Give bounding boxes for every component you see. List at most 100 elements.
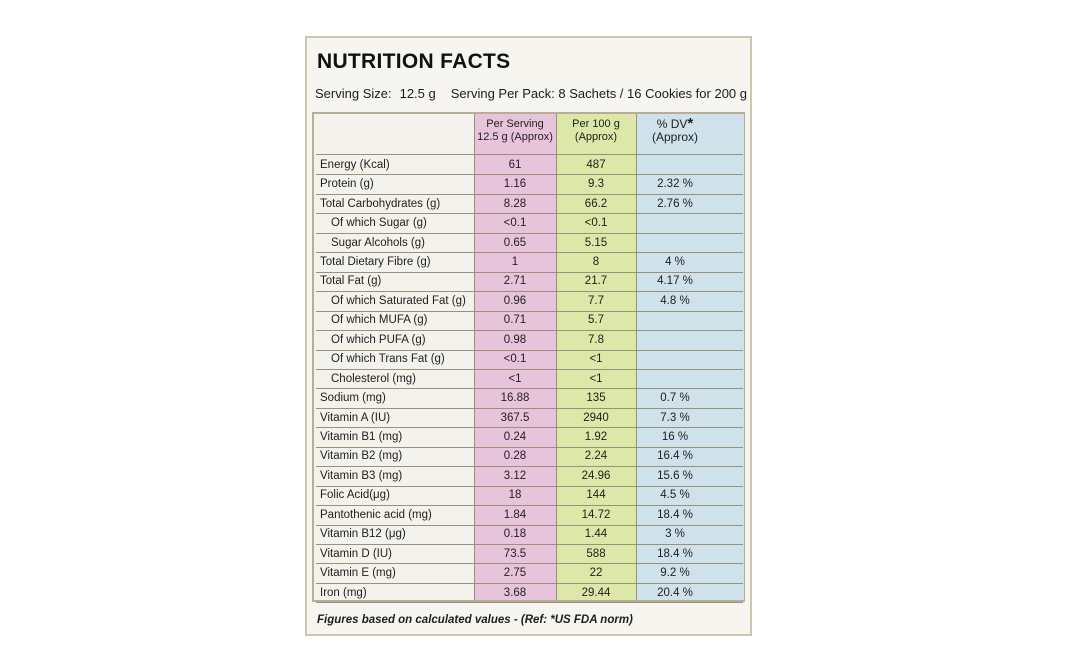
per-100g-value: 22 — [589, 567, 603, 580]
table-row: Vitamin B2 (mg) 0.28 2.24 16.4 % — [314, 447, 743, 466]
row-divider — [316, 427, 743, 429]
footnote: Figures based on calculated values - (Re… — [317, 614, 633, 626]
table-row: Folic Acid(μg) 18 144 4.5 % — [314, 486, 743, 505]
serving-size: Serving Size: 12.5 g — [315, 86, 436, 101]
row-divider — [316, 291, 743, 293]
daily-value — [636, 350, 714, 369]
per-100g-value: 135 — [586, 392, 606, 405]
row-divider — [316, 388, 743, 390]
per-100g-value: 66.2 — [584, 197, 608, 210]
per-serving-header: Per Serving 12.5 g (Approx) — [474, 118, 556, 152]
per-100g-value: <0.1 — [584, 217, 608, 230]
row-divider — [316, 252, 743, 254]
per-100g-value: 588 — [586, 547, 606, 560]
serving-size-value: 12.5 g — [399, 86, 436, 101]
row-divider — [316, 213, 743, 215]
per-100g-column-bg — [556, 114, 636, 600]
row-divider — [316, 524, 743, 526]
daily-value-header: % DV* (Approx) — [636, 116, 714, 152]
table-row: Vitamin D (IU) 73.5 588 18.4 % — [314, 544, 743, 563]
per-100g-value: 24.96 — [581, 469, 611, 482]
per-100g-header-line1: Per 100 g — [572, 118, 620, 130]
per-serving-value: <0.1 — [503, 217, 527, 230]
daily-value: 4.17 % — [657, 275, 693, 288]
per-serving-value: 18 — [508, 489, 522, 502]
nutrient-name: Of which Saturated Fat (g) — [331, 294, 466, 307]
daily-value: 7.3 % — [660, 411, 690, 424]
nutrient-name: Total Dietary Fibre (g) — [320, 255, 431, 268]
column-divider — [474, 114, 475, 600]
nutrient-name: Sugar Alcohols (g) — [331, 236, 425, 249]
per-100g-value: 29.44 — [581, 586, 611, 599]
nutrient-name: Energy (Kcal) — [320, 158, 390, 171]
nutrient-name: Of which Trans Fat (g) — [331, 353, 445, 366]
per-serving-column-bg — [474, 114, 556, 600]
per-serving-value: 0.98 — [503, 333, 527, 346]
row-divider — [316, 349, 743, 351]
daily-value — [636, 311, 714, 330]
label-title: NUTRITION FACTS — [317, 50, 511, 73]
per-serving-header-line1: Per Serving — [486, 118, 544, 130]
row-divider — [316, 330, 743, 332]
table-row: Vitamin B3 (mg) 3.12 24.96 15.6 % — [314, 466, 743, 485]
row-divider — [316, 485, 743, 487]
per-100g-value: 144 — [586, 489, 606, 502]
per-serving-value: 367.5 — [500, 411, 530, 424]
daily-value: 18.4 % — [657, 547, 693, 560]
nutrient-name: Total Carbohydrates (g) — [320, 197, 441, 210]
daily-value — [636, 155, 714, 174]
per-100g-value: 1.44 — [584, 528, 608, 541]
nutrient-name: Vitamin B2 (mg) — [320, 450, 403, 463]
column-divider — [556, 114, 557, 600]
per-serving-value: 0.28 — [503, 450, 527, 463]
per-serving-header-line2: 12.5 g (Approx) — [477, 131, 553, 143]
table-row: Total Dietary Fibre (g) 1 8 4 % — [314, 252, 743, 271]
row-divider — [316, 544, 743, 545]
per-serving-value: <1 — [508, 372, 522, 385]
per-serving-value: 0.18 — [503, 528, 527, 541]
per-100g-value: 21.7 — [584, 275, 608, 288]
daily-value: 4 % — [665, 255, 685, 268]
per-serving-value: 2.71 — [503, 275, 527, 288]
per-100g-value: 5.15 — [584, 236, 608, 249]
daily-value — [636, 369, 714, 388]
table-row: Total Carbohydrates (g) 8.28 66.2 2.76 % — [314, 194, 743, 213]
per-serving-value: 16.88 — [500, 392, 530, 405]
daily-value — [636, 213, 714, 232]
table-row: Vitamin B12 (μg) 0.18 1.44 3 % — [314, 525, 743, 544]
per-100g-value: 5.7 — [588, 314, 604, 327]
per-serving-value: <0.1 — [503, 353, 527, 366]
per-serving-value: 0.24 — [503, 431, 527, 444]
table-row: Protein (g) 1.16 9.3 2.32 % — [314, 174, 743, 193]
per-serving-value: 61 — [508, 158, 522, 171]
daily-value-header-line2: (Approx) — [651, 130, 698, 144]
daily-value: 2.76 % — [657, 197, 693, 210]
table-row: Iron (mg) 3.68 29.44 20.4 % — [314, 583, 743, 602]
daily-value: 9.2 % — [660, 567, 690, 580]
nutrient-name: Of which Sugar (g) — [331, 217, 427, 230]
per-serving-value: 3.12 — [503, 469, 527, 482]
per-serving-value: 1 — [511, 255, 519, 268]
per-100g-value: 14.72 — [581, 508, 611, 521]
per-100g-value: <1 — [589, 353, 603, 366]
daily-value-header-text: % DV — [656, 117, 688, 131]
daily-value: 20.4 % — [657, 586, 693, 599]
nutrient-name: Iron (mg) — [320, 586, 367, 599]
table-row: Vitamin E (mg) 2.75 22 9.2 % — [314, 563, 743, 582]
nutrient-name: Vitamin D (IU) — [320, 547, 392, 560]
per-100g-header: Per 100 g (Approx) — [556, 118, 636, 152]
per-serving-value: 0.71 — [503, 314, 527, 327]
row-divider — [316, 505, 743, 507]
per-100g-value: 1.92 — [584, 431, 608, 444]
table-row: Of which Trans Fat (g) <0.1 <1 — [314, 350, 743, 369]
table-row: Sugar Alcohols (g) 0.65 5.15 — [314, 233, 743, 252]
per-serving-value: 2.75 — [503, 567, 527, 580]
header-divider — [316, 154, 743, 155]
daily-value: 4.5 % — [660, 489, 690, 502]
nutrient-name: Vitamin B1 (mg) — [320, 431, 403, 444]
row-divider — [316, 193, 743, 195]
daily-value: 2.32 % — [657, 178, 693, 191]
table-row: Of which Sugar (g) <0.1 <0.1 — [314, 213, 743, 232]
row-divider — [316, 466, 743, 468]
row-divider — [316, 310, 743, 312]
